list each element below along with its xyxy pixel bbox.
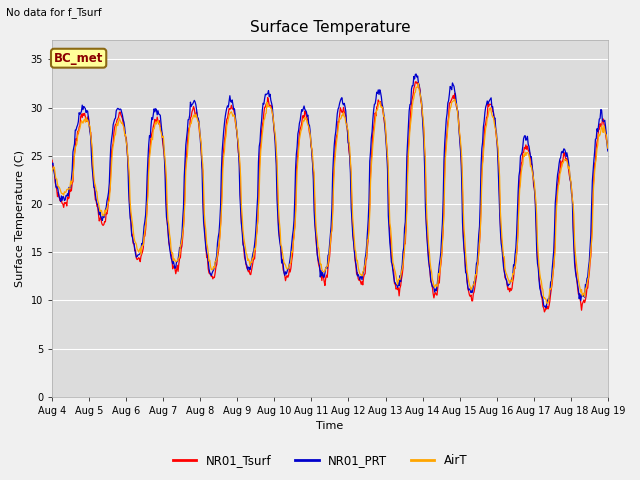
Title: Surface Temperature: Surface Temperature — [250, 20, 410, 35]
Text: No data for f_Tsurf: No data for f_Tsurf — [6, 7, 102, 18]
Legend: NR01_Tsurf, NR01_PRT, AirT: NR01_Tsurf, NR01_PRT, AirT — [168, 449, 472, 472]
Y-axis label: Surface Temperature (C): Surface Temperature (C) — [15, 150, 25, 287]
Text: BC_met: BC_met — [54, 52, 103, 65]
X-axis label: Time: Time — [316, 421, 344, 432]
